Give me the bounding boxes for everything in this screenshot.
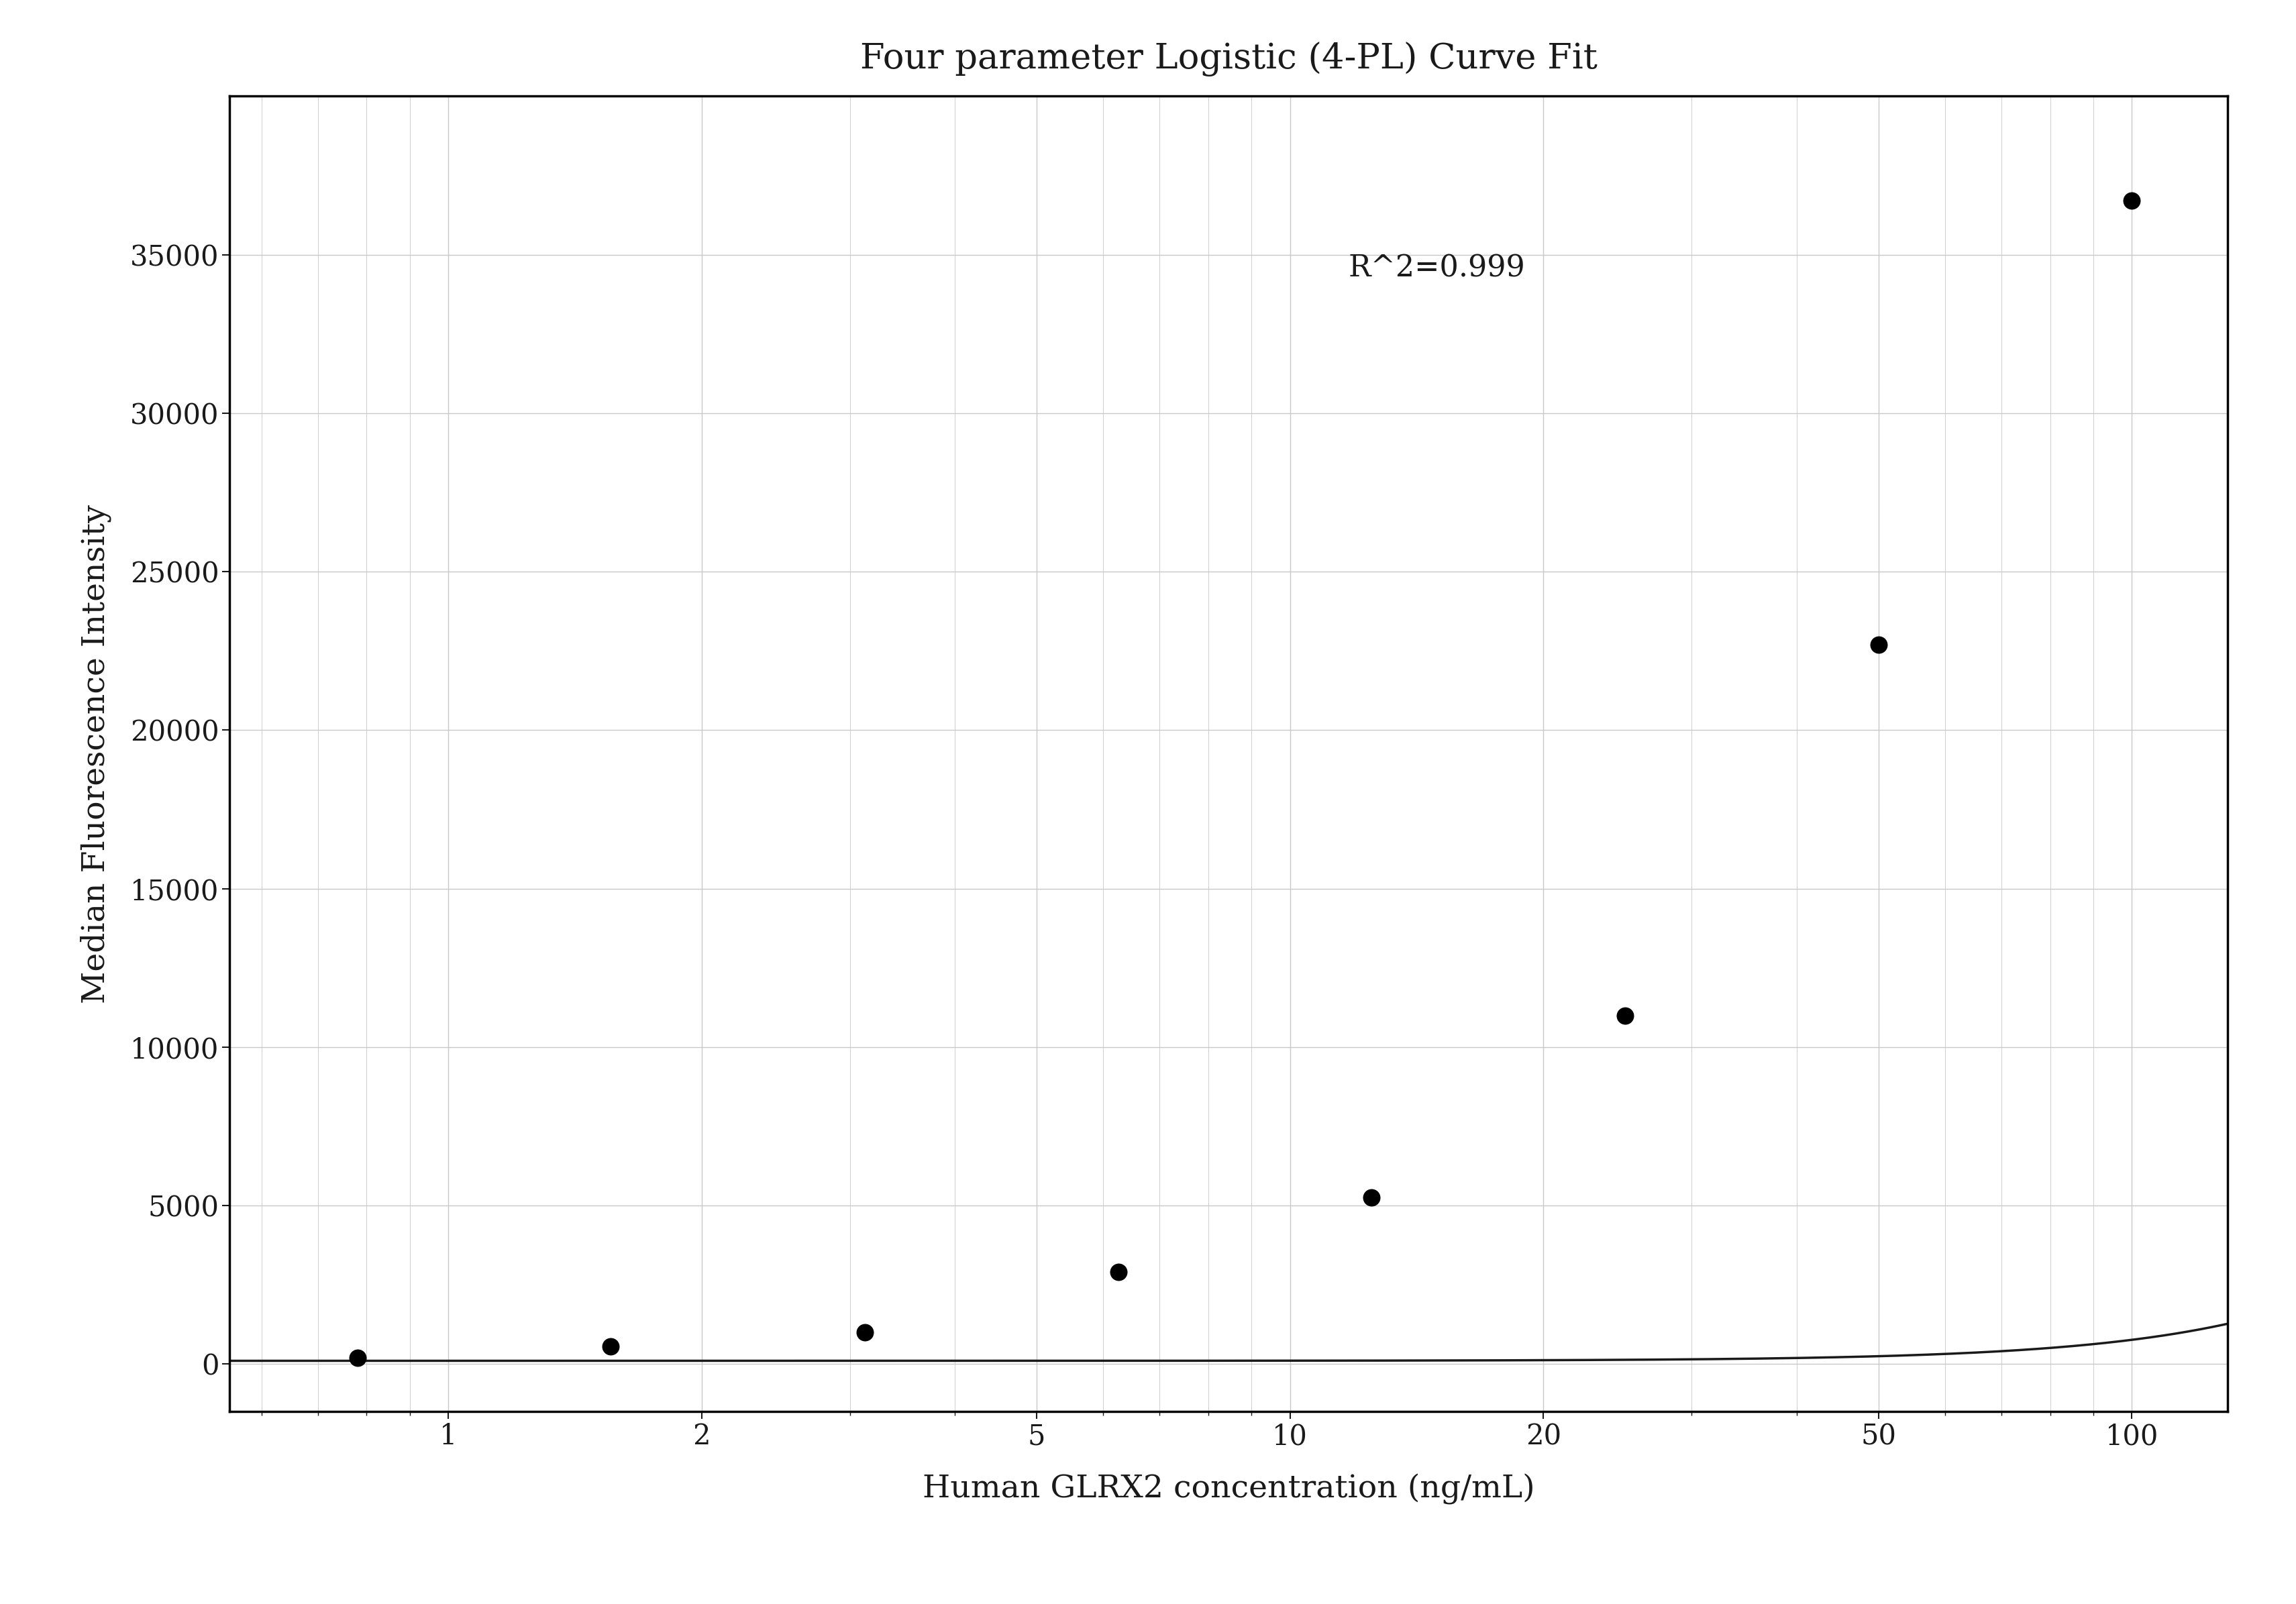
Point [1100, 1259, 1137, 1285]
Point [592, 1333, 629, 1359]
Point [1607, 1002, 1644, 1028]
Point [2112, 188, 2149, 213]
Y-axis label: Median Fluorescence Intensity: Median Fluorescence Intensity [80, 504, 110, 1004]
Text: R^2=0.999: R^2=0.999 [1348, 253, 1525, 282]
Point [1352, 1185, 1389, 1211]
X-axis label: Human GLRX2 concentration (ng/mL): Human GLRX2 concentration (ng/mL) [923, 1474, 1534, 1505]
Point [1860, 632, 1896, 658]
Title: Four parameter Logistic (4-PL) Curve Fit: Four parameter Logistic (4-PL) Curve Fit [859, 42, 1598, 77]
Point [847, 1320, 884, 1346]
Point [340, 1344, 377, 1370]
